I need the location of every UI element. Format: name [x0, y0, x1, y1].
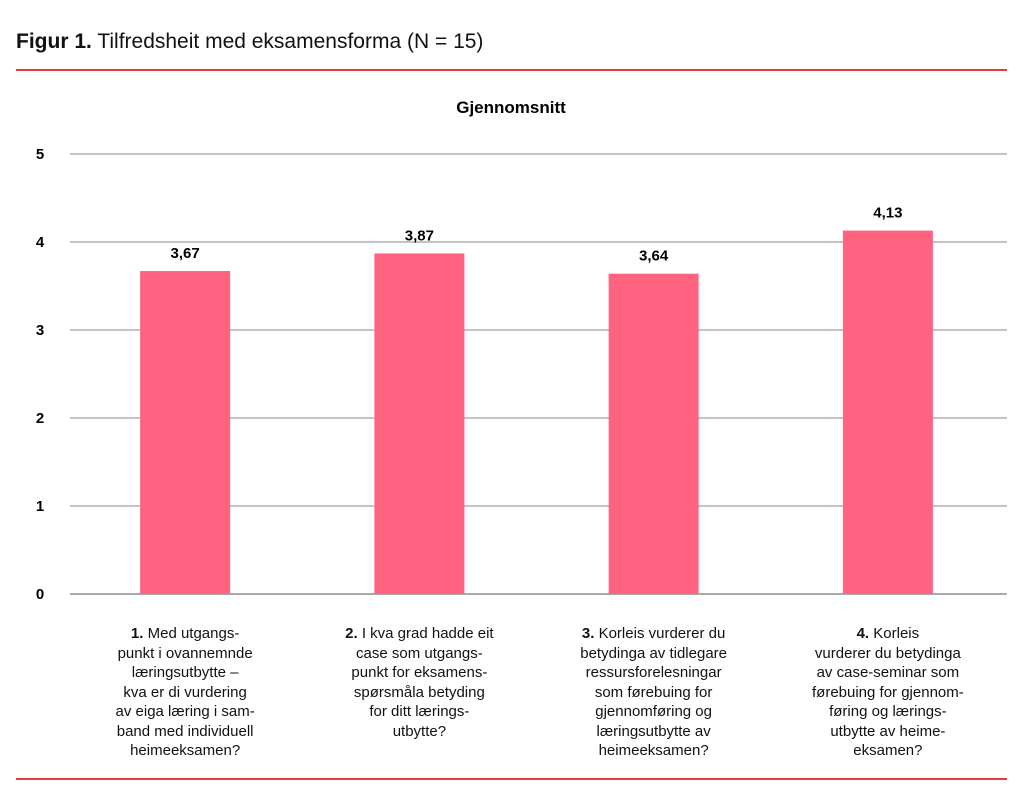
category-label-line: heimeeksamen?: [598, 742, 709, 759]
category-label-line: utbytte?: [392, 722, 447, 740]
data-label: 3,87: [405, 227, 434, 244]
y-tick-label: 0: [36, 586, 44, 603]
category-label-line: 4. Korleis: [856, 625, 920, 642]
category-label-line: føring og lærings-: [829, 703, 947, 720]
bar: [140, 271, 231, 594]
category-label-line: vurderer du betydinga: [814, 644, 961, 662]
category-label-line: av eiga læring i sam-: [115, 703, 255, 720]
category-label-line: punkt for eksamens-: [351, 664, 488, 681]
bar: [842, 230, 933, 594]
category-label-line: læringsutbytte –: [131, 664, 239, 681]
category-label-line: førebuing for gjennom-: [812, 683, 964, 701]
category-number: 2.: [345, 625, 358, 642]
data-label: 3,67: [171, 245, 200, 262]
figure-caption: Tilfredsheit med eksamensforma (N = 15): [97, 30, 484, 53]
x-category-label: 4. Korleis vurderer du betydinga av case-s…: [788, 624, 988, 761]
category-number: 4.: [856, 625, 870, 642]
figure-label: Figur 1.: [16, 30, 92, 53]
category-label-line: case som utgangs-: [356, 644, 483, 662]
category-label-line: 3. Korleis vurderer du: [581, 625, 726, 642]
category-label-line: utbytte av heime-: [830, 722, 946, 740]
category-label-line: 2. I kva grad hadde eit: [345, 625, 494, 642]
category-number: 1.: [130, 625, 144, 642]
category-label-line: 1. Med utgangs-: [130, 625, 240, 642]
category-label-line: heimeeksamen?: [130, 742, 241, 759]
category-label-line: kva er di vurdering: [123, 683, 247, 701]
category-label-line: betydinga av tidlegare: [580, 644, 728, 662]
y-tick-label: 5: [36, 146, 44, 163]
top-rule: [16, 69, 1007, 71]
category-label-line: av case-seminar som: [816, 664, 960, 681]
x-category-label: 1. Med utgangs-punkt i ovannemnde lærings…: [85, 624, 285, 761]
category-label-line: gjennomføring og: [595, 703, 712, 720]
data-label: 3,64: [639, 248, 669, 265]
category-label-line: for ditt lærings-: [369, 703, 470, 720]
bar: [374, 253, 465, 594]
category-label-line: spørsmåla betyding: [353, 683, 485, 701]
category-label-line: som førebuing for: [594, 683, 713, 701]
category-label-line: band med individuell: [116, 722, 254, 740]
category-label-line: eksamen?: [853, 742, 923, 759]
category-label-line: punkt i ovannemnde: [117, 644, 253, 662]
chart-title: Gjennomsnitt: [456, 98, 566, 117]
category-label-line: læringsutbytte av: [596, 722, 711, 740]
x-category-label: 2. I kva grad hadde eit case som utgangs-…: [319, 624, 519, 741]
figure-title: Figur 1. Tilfredsheit med eksamensforma …: [16, 30, 483, 54]
x-category-label: 3. Korleis vurderer du betydinga av tidle…: [554, 624, 754, 761]
category-label-line: ressursforelesningar: [585, 664, 722, 681]
y-tick-label: 2: [36, 410, 44, 427]
y-tick-label: 1: [36, 498, 44, 515]
bar: [608, 273, 699, 594]
category-number: 3.: [581, 625, 595, 642]
bottom-rule: [16, 778, 1007, 780]
y-tick-label: 3: [36, 322, 44, 339]
y-tick-label: 4: [36, 234, 45, 251]
data-label: 4,13: [873, 205, 902, 222]
